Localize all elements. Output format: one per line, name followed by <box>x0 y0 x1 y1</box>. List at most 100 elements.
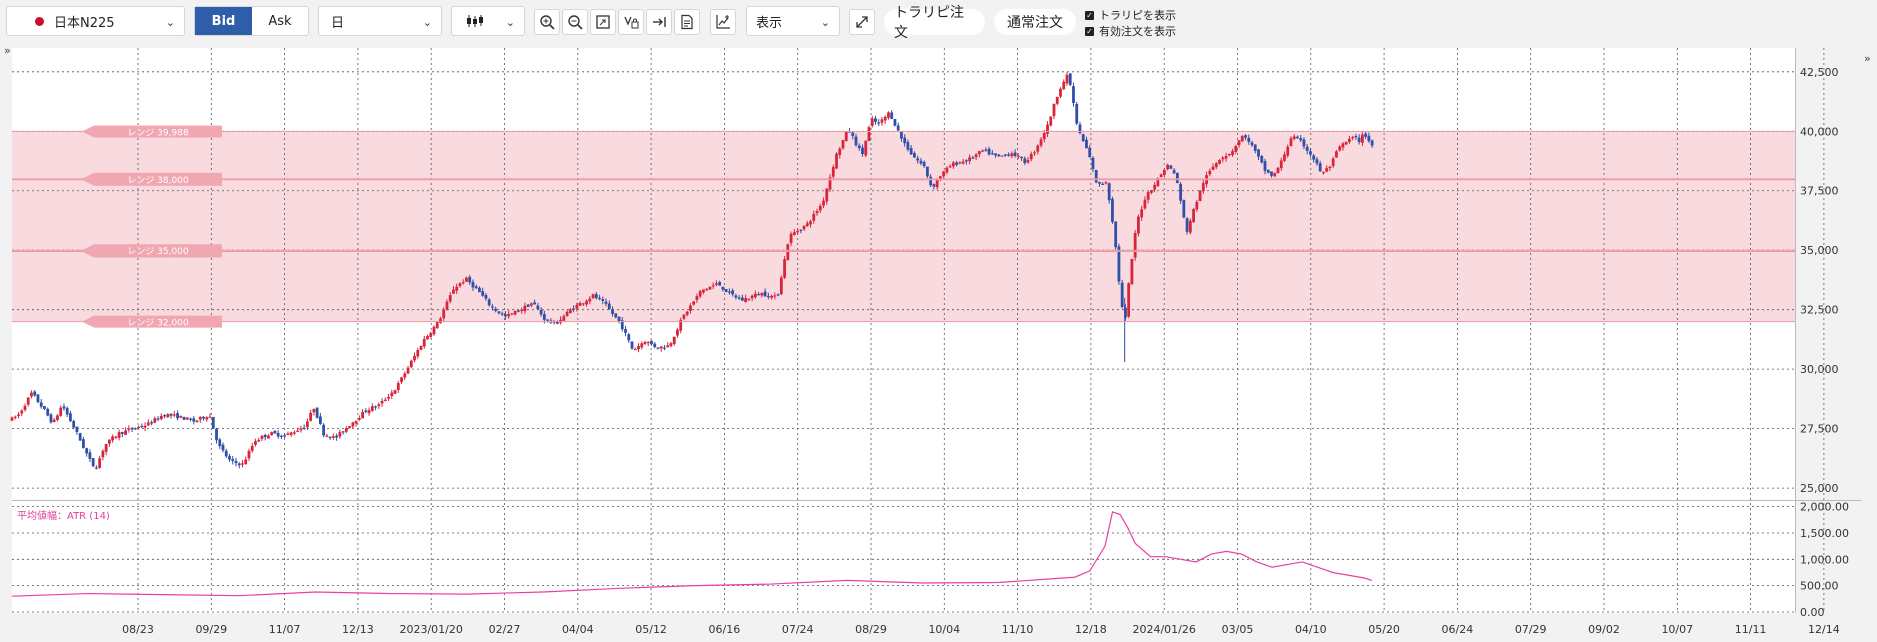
candle-down <box>1270 171 1273 176</box>
candle-down <box>468 276 472 283</box>
traripi-order-button[interactable]: トラリピ注文 <box>884 5 985 41</box>
candle-up <box>715 283 718 285</box>
candle-down <box>854 136 858 146</box>
bid-button[interactable]: Bid <box>195 7 252 35</box>
add-indicator-button[interactable] <box>710 9 736 35</box>
show-traripi-checkbox[interactable]: ✓ トラリピを表示 <box>1085 7 1176 23</box>
zoom-out-button[interactable] <box>562 9 588 35</box>
candle-up <box>1039 139 1043 146</box>
period-select[interactable]: 日 ⌄ <box>318 6 442 36</box>
candle-up <box>107 439 111 444</box>
candle-up <box>750 295 754 299</box>
candle-up <box>396 383 400 390</box>
candle-up <box>101 450 105 458</box>
candle-up <box>585 300 588 305</box>
candle-up <box>1130 258 1134 285</box>
candle-up <box>565 311 569 317</box>
candle-down <box>909 148 913 155</box>
candle-down <box>150 422 153 424</box>
symbol-select[interactable]: 日本N225 ⌄ <box>6 6 185 36</box>
checkbox-checked-icon: ✓ <box>1085 10 1094 20</box>
range-tag[interactable] <box>82 125 222 138</box>
candle-up <box>331 436 335 438</box>
arrow-to-end-icon <box>653 17 666 27</box>
candle-up <box>864 140 868 156</box>
report-button[interactable] <box>674 9 700 35</box>
candle-up <box>591 294 595 299</box>
candle-down <box>893 119 897 126</box>
scroll-to-end-button[interactable] <box>646 9 672 35</box>
candle-down <box>1305 146 1309 151</box>
normal-order-button[interactable]: 通常注文 <box>994 9 1076 35</box>
date-axis-tick-label: 07/24 <box>782 623 814 636</box>
checkbox-checked-icon: ✓ <box>1085 26 1094 36</box>
candle-down <box>1114 221 1118 248</box>
fit-screen-button[interactable] <box>590 9 616 35</box>
candle-down <box>900 131 903 139</box>
candle-down <box>1120 282 1124 308</box>
candle-down <box>169 413 173 416</box>
candle-up <box>127 428 131 430</box>
candle-down <box>1169 165 1173 169</box>
candle-up <box>380 400 384 404</box>
candle-down <box>500 313 504 315</box>
atr-axis-tick-label: 500.00 <box>1800 580 1839 593</box>
ask-button[interactable]: Ask <box>268 13 292 29</box>
candle-down <box>929 176 933 186</box>
date-axis-tick-label: 07/29 <box>1515 623 1547 636</box>
candle-up <box>166 414 170 418</box>
show-valid-orders-checkbox[interactable]: ✓ 有効注文を表示 <box>1085 23 1176 39</box>
candle-down <box>526 304 530 307</box>
candle-up <box>205 417 209 420</box>
candle-down <box>1101 183 1105 185</box>
candle-down <box>202 416 205 419</box>
candle-down <box>611 309 614 314</box>
candle-up <box>1279 160 1283 169</box>
date-axis-tick-label: 12/18 <box>1075 623 1107 636</box>
atr-axis-tick-label: 1,000.00 <box>1800 553 1849 566</box>
range-tag[interactable] <box>82 315 222 328</box>
candle-down <box>85 448 89 454</box>
candle-down <box>224 450 228 457</box>
range-tag[interactable] <box>82 172 222 185</box>
candle-up <box>1000 155 1004 157</box>
candle-up <box>744 298 748 303</box>
date-axis-tick-label: 2024/01/26 <box>1132 623 1195 636</box>
atr-line <box>11 511 1373 597</box>
candle-down <box>1175 172 1179 183</box>
candle-up <box>393 390 397 394</box>
candle-up <box>325 435 329 437</box>
display-select[interactable]: 表示 ⌄ <box>746 6 840 36</box>
expand-icon <box>856 16 868 28</box>
candle-down <box>33 391 37 396</box>
candle-down <box>49 414 53 423</box>
date-axis-tick-label: 12/14 <box>1808 623 1840 636</box>
collapse-left-icon[interactable]: » <box>4 44 11 57</box>
candle-down <box>1354 136 1358 138</box>
candle-up <box>1208 170 1212 175</box>
range-tag-label: レンジ 38,000 <box>127 176 189 186</box>
candle-up <box>887 112 890 118</box>
drawing-lock-button[interactable] <box>618 9 644 35</box>
candle-down <box>926 166 929 177</box>
candle-up <box>247 450 251 459</box>
candle-down <box>1098 182 1101 184</box>
candle-down <box>1260 156 1264 163</box>
range-tag[interactable] <box>82 244 222 257</box>
candle-down <box>896 125 900 131</box>
collapse-right-icon[interactable]: » <box>1864 52 1871 65</box>
candle-up <box>974 154 978 158</box>
show-traripi-label: トラリピを表示 <box>1099 9 1176 22</box>
price-axis-tick-label: 32,500 <box>1800 304 1839 317</box>
candle-down <box>39 402 43 407</box>
candle-up <box>146 422 150 426</box>
candle-up <box>1227 154 1231 156</box>
zoom-in-button[interactable] <box>534 9 560 35</box>
candle-down <box>62 406 66 409</box>
candle-down <box>263 434 267 438</box>
candle-down <box>280 435 283 437</box>
expand-button[interactable] <box>849 9 875 35</box>
chart-type-select[interactable]: ⌄ <box>451 6 525 36</box>
candle-down <box>604 301 608 304</box>
candle-up <box>695 296 699 300</box>
